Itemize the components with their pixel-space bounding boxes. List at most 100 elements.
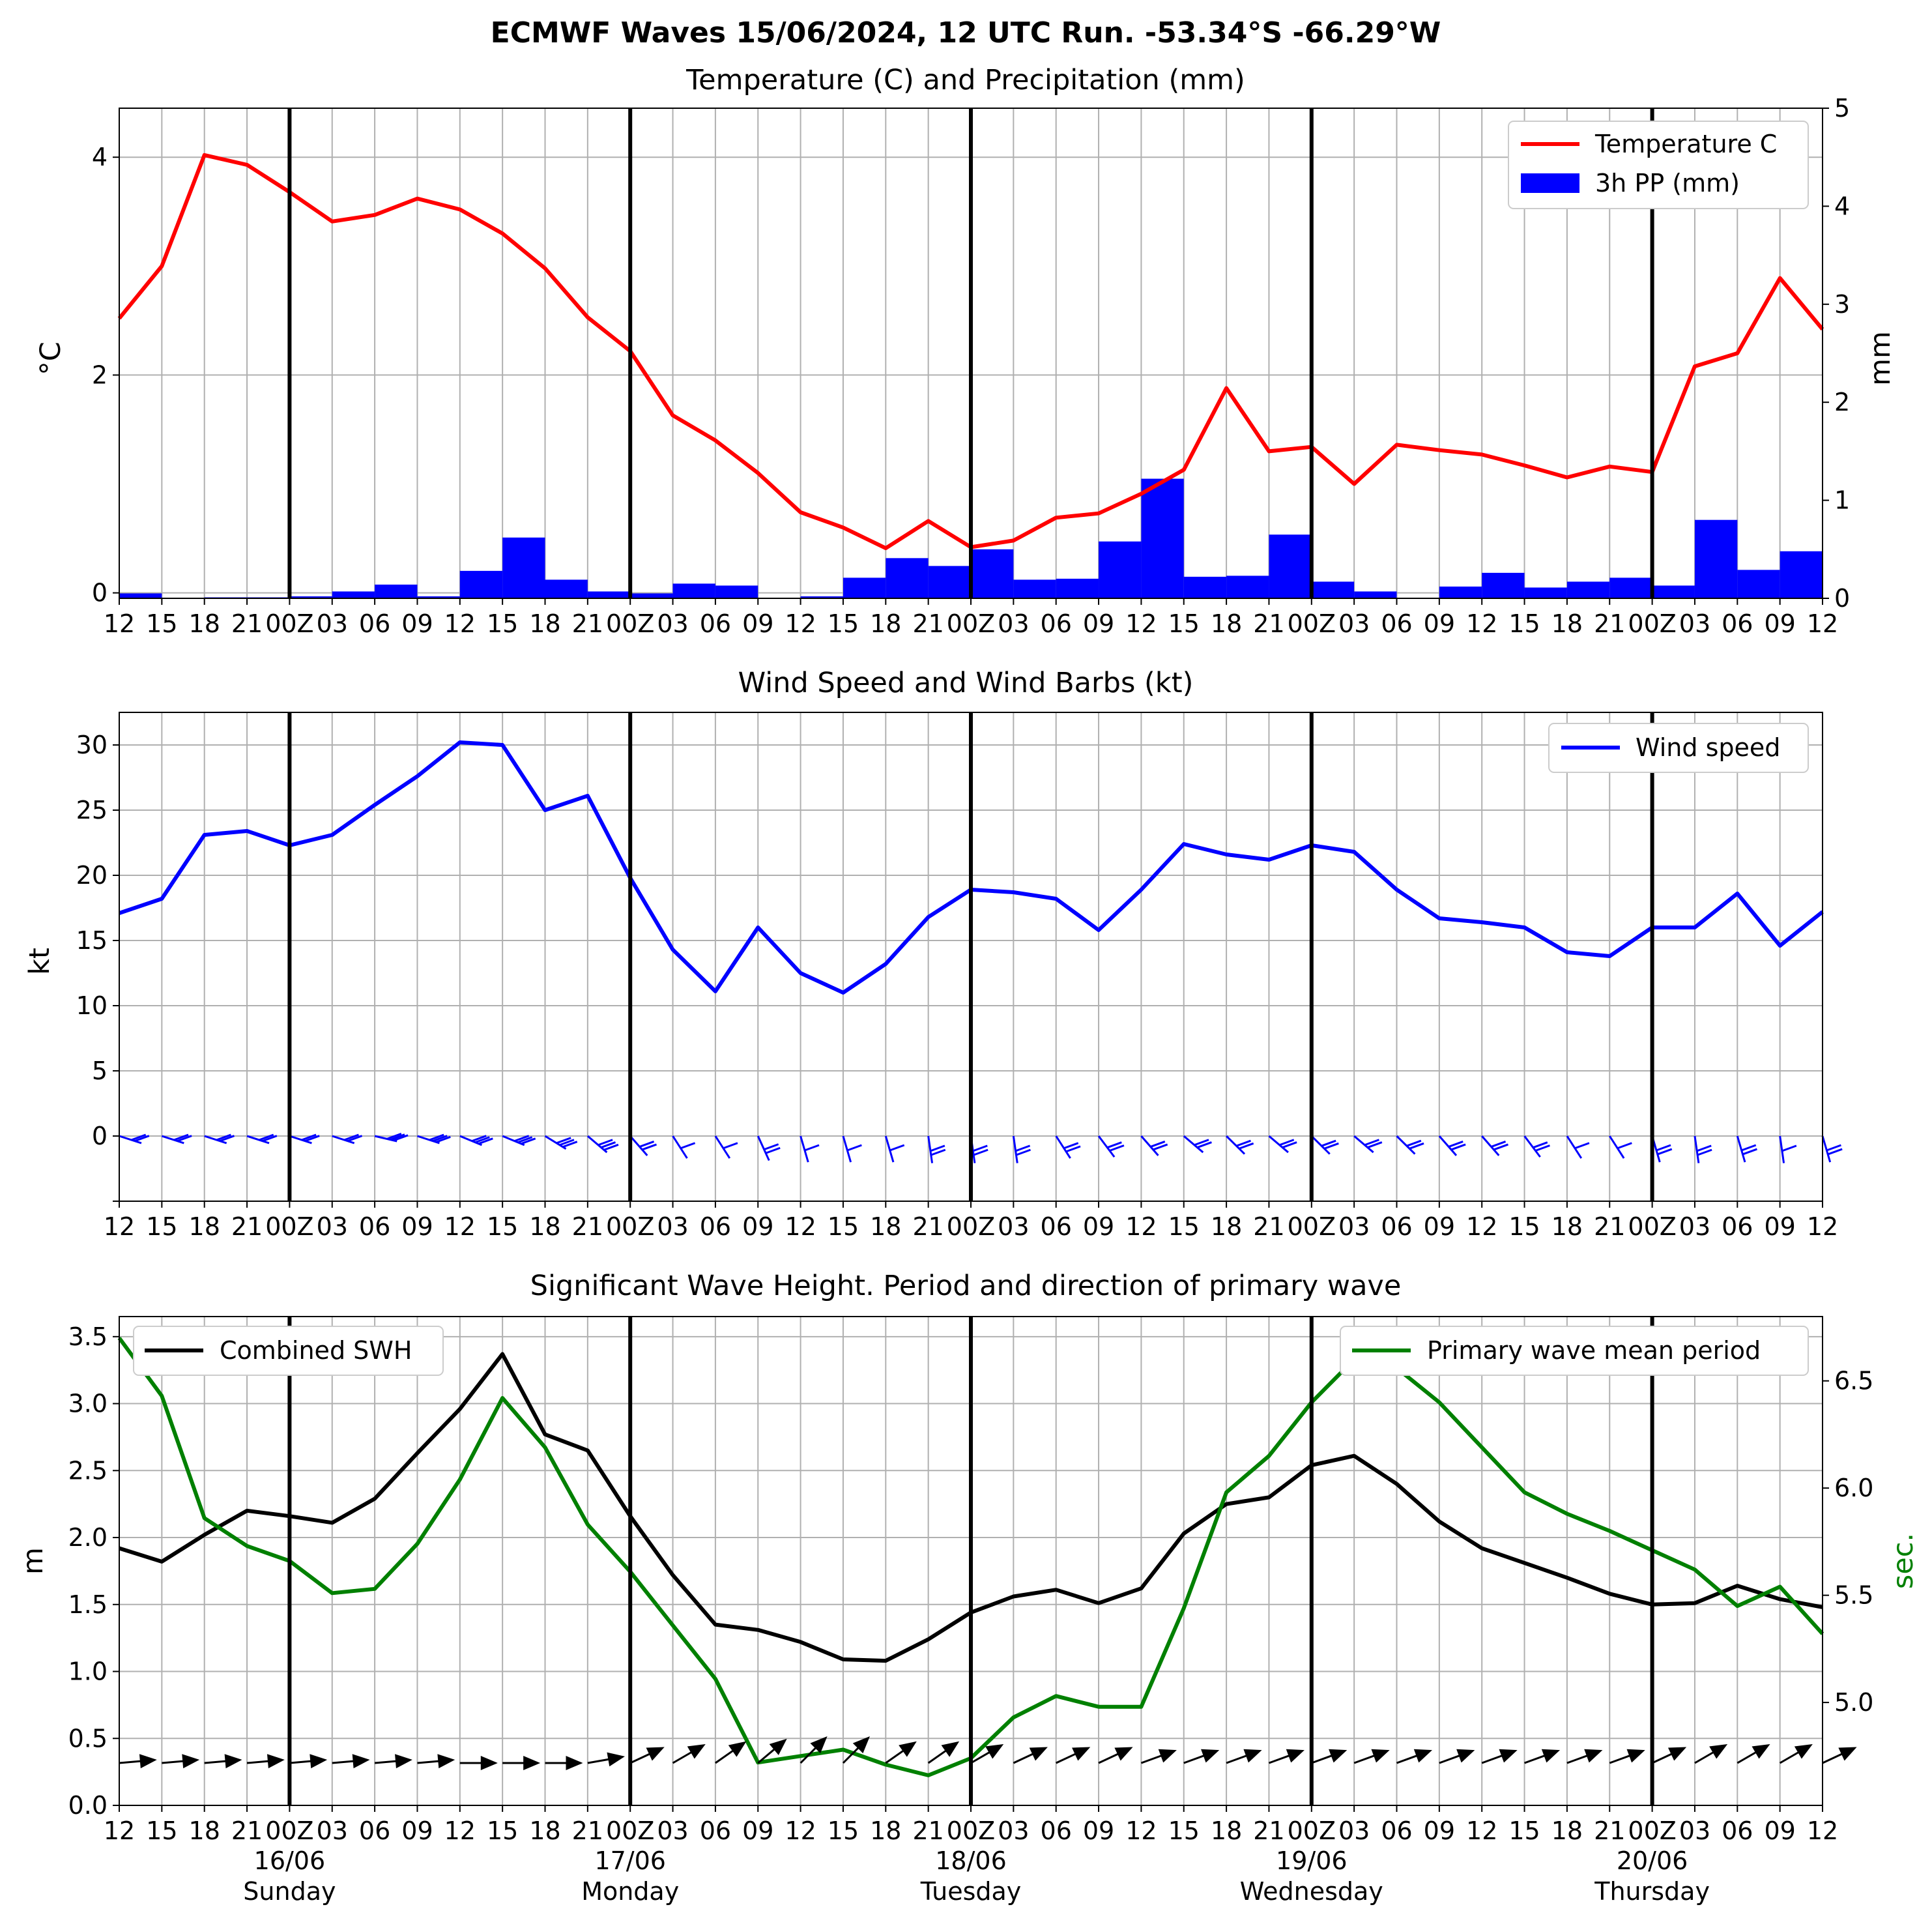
y-axis-label-right: mm bbox=[1864, 331, 1897, 386]
wind-barb-feather bbox=[216, 1133, 231, 1141]
wave-arrow-head bbox=[1072, 1747, 1091, 1761]
wind-barb-feather bbox=[723, 1142, 738, 1150]
x-tick-label: 18 bbox=[1551, 609, 1583, 638]
precip-bar bbox=[545, 579, 588, 598]
y-tick-label: 10 bbox=[76, 991, 108, 1020]
precip-bar bbox=[1566, 581, 1610, 598]
wind-barb bbox=[544, 1135, 567, 1150]
x-tick-label: 18 bbox=[1551, 1816, 1583, 1845]
y2-tick-label: 6.0 bbox=[1834, 1474, 1873, 1502]
wave-arrow-head bbox=[899, 1741, 917, 1757]
x-tick-label: 18 bbox=[870, 609, 901, 638]
wind-barb-feather bbox=[1448, 1141, 1463, 1148]
wave-arrow-head bbox=[267, 1754, 285, 1769]
y2-tick-label: 6.5 bbox=[1834, 1367, 1873, 1395]
x-tick-label: 00Z bbox=[1288, 1212, 1336, 1241]
x-tick-label: 15 bbox=[828, 609, 859, 638]
wind-barb bbox=[629, 1135, 648, 1156]
y-tick-label: 3.0 bbox=[68, 1390, 108, 1418]
precip-bar bbox=[459, 570, 503, 598]
day-date-label: 16/06 bbox=[254, 1846, 326, 1875]
wave-arrow-head bbox=[1541, 1749, 1561, 1763]
x-tick-label: 15 bbox=[1508, 1816, 1540, 1845]
wind-barb-feather bbox=[390, 1133, 405, 1141]
x-tick-label: 00Z bbox=[265, 609, 313, 638]
legend-period: Primary wave mean period bbox=[1340, 1326, 1809, 1376]
legend-label-temperature: Temperature C bbox=[1594, 130, 1777, 158]
panel-title: Wind Speed and Wind Barbs (kt) bbox=[738, 667, 1194, 699]
wave-arrow-head bbox=[139, 1754, 157, 1769]
precip-bar bbox=[672, 583, 715, 598]
x-tick-label: 12 bbox=[1807, 1212, 1838, 1241]
wind-barb-feather bbox=[1194, 1139, 1209, 1146]
day-name-label: Thursday bbox=[1594, 1877, 1710, 1906]
figure-title: ECMWF Waves 15/06/2024, 12 UTC Run. -53.… bbox=[491, 16, 1441, 50]
wind-barb-feather bbox=[173, 1133, 189, 1141]
x-tick-label: 00Z bbox=[265, 1816, 313, 1845]
wave-arrow-head bbox=[687, 1744, 706, 1759]
wave-arrow-head bbox=[1114, 1747, 1133, 1761]
x-tick-label: 06 bbox=[700, 1816, 731, 1845]
precip-bar bbox=[1780, 551, 1823, 598]
axes-frame bbox=[119, 108, 1823, 599]
x-tick-label: 12 bbox=[104, 1816, 135, 1845]
wind-barb-feather bbox=[474, 1136, 490, 1144]
wind-barb bbox=[161, 1135, 184, 1144]
wind-barb-feather bbox=[471, 1135, 487, 1143]
wave-panel: Significant Wave Height. Period and dire… bbox=[17, 1270, 1920, 1906]
wind-barb-feather bbox=[1781, 1144, 1797, 1152]
panel-title: Temperature (C) and Precipitation (mm) bbox=[685, 64, 1245, 96]
y2-tick-label: 3 bbox=[1834, 290, 1850, 319]
wind-barb-feather bbox=[1239, 1142, 1254, 1150]
x-tick-label: 03 bbox=[1338, 1816, 1370, 1845]
wind-barb-feather bbox=[1109, 1144, 1125, 1152]
x-tick-label: 03 bbox=[998, 609, 1029, 638]
x-tick-label: 12 bbox=[1466, 609, 1497, 638]
wind-barb-feather bbox=[386, 1132, 402, 1140]
wind-barb bbox=[1396, 1135, 1416, 1155]
wind-barb bbox=[459, 1135, 482, 1146]
wind-barb-feather bbox=[1015, 1148, 1031, 1156]
wave-arrow-head bbox=[985, 1744, 1004, 1759]
precip-bar bbox=[1482, 572, 1525, 598]
wind-barb bbox=[374, 1135, 397, 1143]
wind-barb-feather bbox=[1279, 1139, 1295, 1146]
x-tick-label: 12 bbox=[1807, 609, 1838, 638]
x-tick-label: 18 bbox=[1551, 1212, 1583, 1241]
wind-barb-feather bbox=[432, 1135, 448, 1143]
wave-arrow-head bbox=[1838, 1747, 1857, 1761]
wind-barb-feather bbox=[1697, 1148, 1712, 1156]
wind-barb-feather bbox=[1826, 1144, 1841, 1152]
wind-barb bbox=[927, 1135, 934, 1163]
wind-barb-feather bbox=[259, 1133, 274, 1141]
precip-bar bbox=[1524, 587, 1567, 598]
legend-frame-right bbox=[1340, 1326, 1809, 1376]
precip-bar bbox=[1737, 570, 1780, 598]
x-tick-label: 15 bbox=[1168, 609, 1200, 638]
x-tick-label: 12 bbox=[1466, 1212, 1497, 1241]
y-axis-label-left: m bbox=[17, 1547, 50, 1575]
wind-barb bbox=[884, 1135, 895, 1163]
x-tick-label: 21 bbox=[572, 609, 603, 638]
wind-barb bbox=[1481, 1135, 1500, 1156]
wind-barb-feather bbox=[1409, 1142, 1424, 1150]
wave-arrow-head bbox=[1201, 1749, 1220, 1763]
precip-bar bbox=[1694, 519, 1738, 598]
wave-arrow-head bbox=[1626, 1749, 1645, 1763]
wind-barb bbox=[502, 1135, 525, 1146]
wave-arrow-head bbox=[1456, 1749, 1475, 1763]
x-tick-label: 12 bbox=[1466, 1816, 1497, 1845]
wind-barb-feather bbox=[556, 1137, 571, 1144]
wind-barb bbox=[1268, 1135, 1289, 1154]
wind-barb-feather bbox=[930, 1148, 946, 1156]
precip-bar bbox=[1183, 576, 1227, 598]
precip-bar bbox=[1354, 591, 1397, 598]
day-name-label: Wednesday bbox=[1240, 1877, 1383, 1906]
wind-barb bbox=[1608, 1135, 1625, 1159]
wind-barb-feather bbox=[1153, 1143, 1168, 1151]
wind-barb-feather bbox=[680, 1142, 696, 1150]
wind-barb-feather bbox=[301, 1133, 317, 1141]
x-tick-label: 00Z bbox=[947, 1816, 995, 1845]
wind-barb bbox=[1055, 1135, 1071, 1159]
